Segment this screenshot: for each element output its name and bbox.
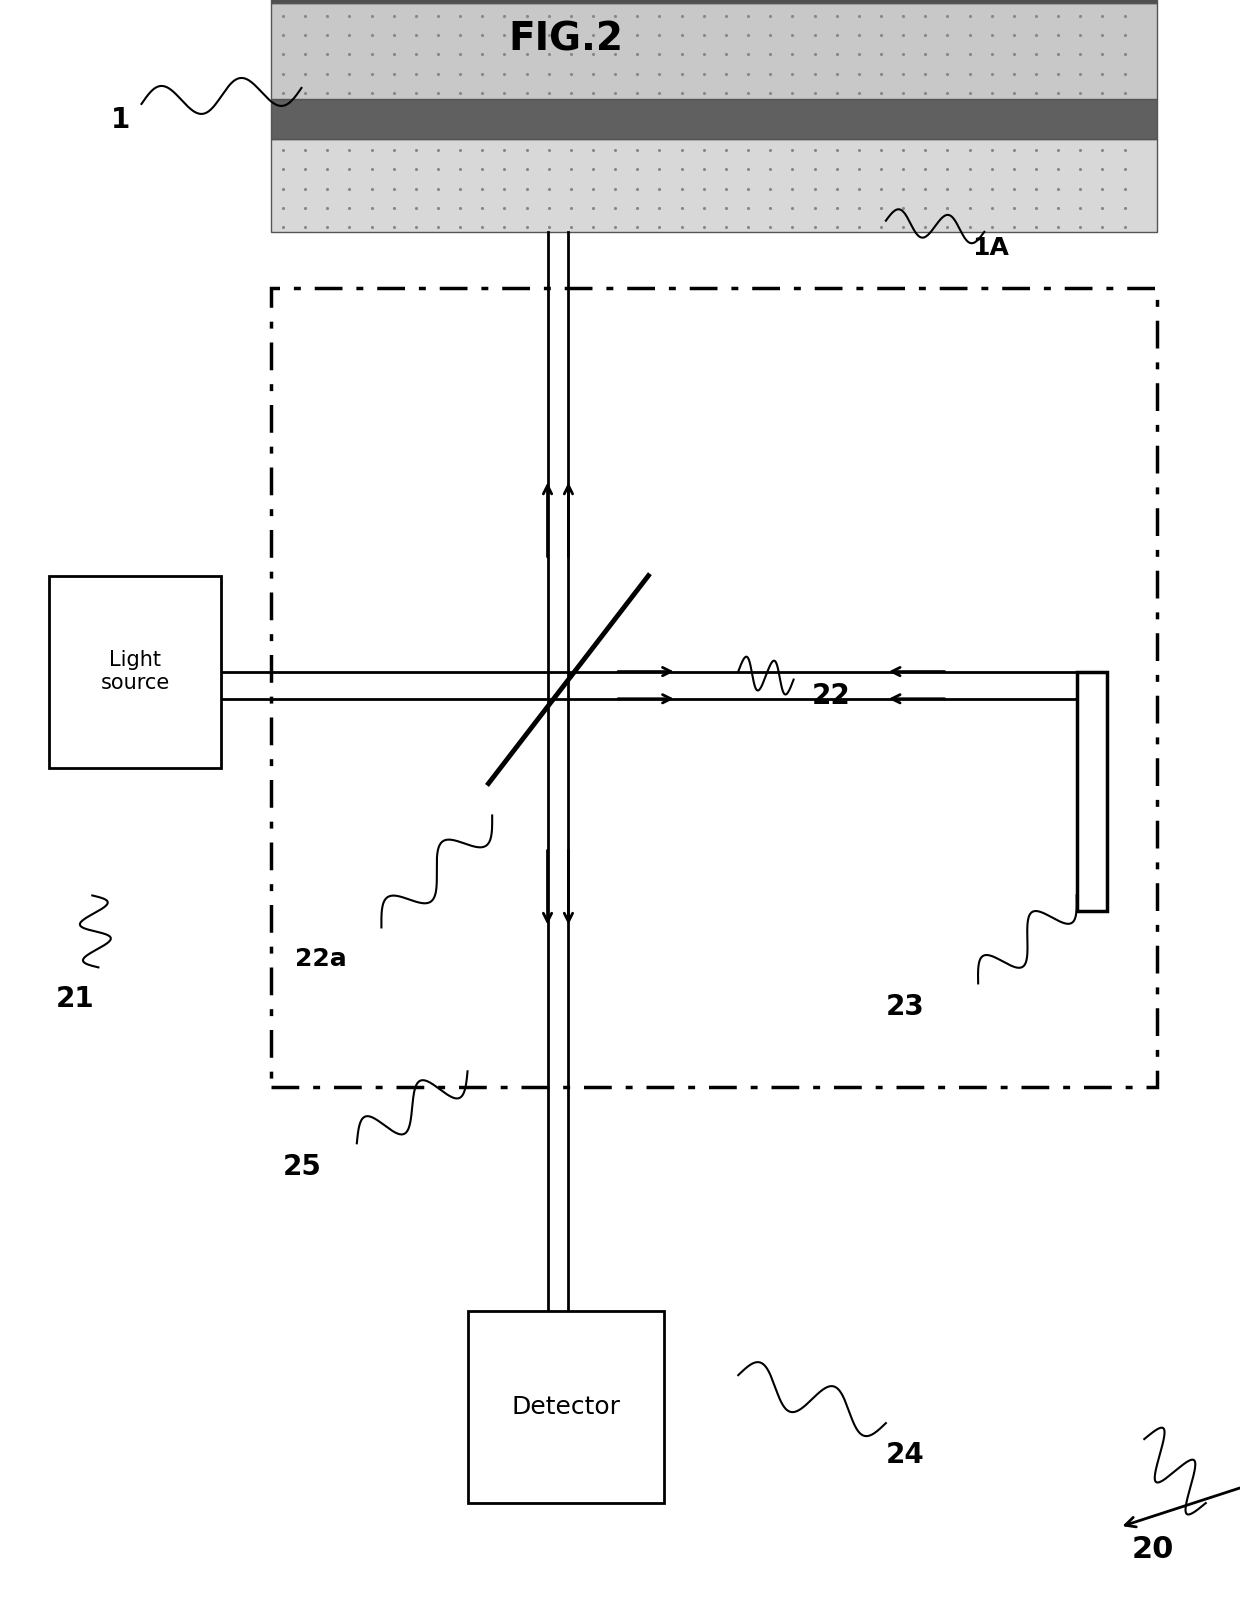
FancyBboxPatch shape xyxy=(467,1311,665,1503)
FancyBboxPatch shape xyxy=(50,576,222,768)
Text: 1: 1 xyxy=(110,106,130,134)
FancyBboxPatch shape xyxy=(270,0,1157,3)
Text: 1A: 1A xyxy=(972,235,1009,261)
Text: FIG.2: FIG.2 xyxy=(508,21,624,59)
Text: 21: 21 xyxy=(56,985,94,1014)
Text: 22: 22 xyxy=(812,681,851,710)
Text: 25: 25 xyxy=(283,1153,322,1182)
FancyBboxPatch shape xyxy=(270,3,1157,99)
Text: Light
source: Light source xyxy=(100,649,170,694)
FancyBboxPatch shape xyxy=(270,139,1157,232)
FancyBboxPatch shape xyxy=(270,99,1157,139)
Text: 24: 24 xyxy=(885,1441,925,1469)
Text: 22a: 22a xyxy=(295,947,347,972)
Text: 20: 20 xyxy=(1132,1535,1174,1564)
Text: 23: 23 xyxy=(885,993,925,1022)
Text: Detector: Detector xyxy=(511,1394,620,1420)
FancyBboxPatch shape xyxy=(1076,672,1107,911)
